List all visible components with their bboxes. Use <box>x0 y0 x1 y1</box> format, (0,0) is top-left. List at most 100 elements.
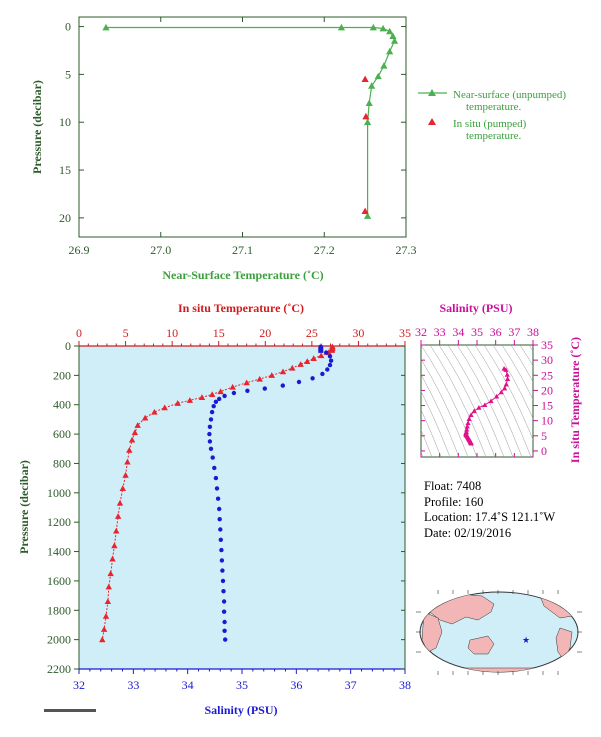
profile-series <box>99 343 336 643</box>
ts-y-axis-title: In situ Temperature (˚C) <box>568 337 582 463</box>
temperature-point <box>111 542 118 549</box>
temperature-point <box>256 375 263 382</box>
temperature-profile-line <box>101 346 333 640</box>
ns-x-tick-label: 27.3 <box>396 243 417 257</box>
temperature-point <box>126 447 133 453</box>
density-contour <box>528 345 533 352</box>
ns-x-tick-label: 27.1 <box>232 243 253 257</box>
temp-tick-label: 15 <box>213 326 225 340</box>
ns-unpumped-point <box>369 23 377 31</box>
profile-axes: 0 5 10 15 20 25 30 35 32 33 34 35 36 37 38 0 200 400 600 80… <box>47 326 411 692</box>
salinity-point <box>222 393 227 399</box>
salinity-point <box>213 399 219 404</box>
salinity-tick-label: 35 <box>236 678 248 692</box>
ns-unpumped-point <box>386 27 394 35</box>
salinity-point <box>214 486 220 491</box>
float-id: Float: 7408 <box>424 479 482 493</box>
density-contour <box>456 345 514 457</box>
temp-tick-label: 25 <box>306 326 318 340</box>
ts-x-tick-label: 34 <box>452 325 464 339</box>
temperature-point <box>141 414 149 421</box>
pressure-tick-label: 1600 <box>47 574 71 588</box>
density-contours <box>421 345 601 497</box>
salinity-point <box>328 358 334 363</box>
near-surface-plot-frame <box>78 16 407 238</box>
ns-unpumped-point <box>379 24 387 32</box>
salinity-tick-label: 33 <box>127 678 139 692</box>
near-surface-axes: 26.9 27.0 27.1 27.2 27.3 0 5 10 15 20 <box>59 17 417 257</box>
temp-tick-label: 35 <box>399 326 411 340</box>
salinity-point <box>207 439 213 444</box>
near-surface-legend: Near-surface (unpumped) temperature. In … <box>418 89 566 142</box>
temperature-point <box>243 379 250 386</box>
salinity-point <box>327 354 333 359</box>
ns-unpumped-point <box>386 47 394 55</box>
salinity-point <box>221 599 227 604</box>
legend-marker-pumped <box>428 118 436 125</box>
ts-point <box>468 412 474 418</box>
location-map: ★ <box>416 590 582 675</box>
pressure-tick-label: 600 <box>53 427 71 441</box>
salinity-point <box>223 637 228 642</box>
temperature-point <box>124 458 131 465</box>
temperature-point <box>105 583 113 590</box>
temperature-point <box>186 397 194 403</box>
salinity-point <box>325 367 330 372</box>
ts-x-axis-title: Salinity (PSU) <box>439 301 512 315</box>
temperature-point <box>304 358 311 364</box>
ns-pumped-point <box>362 112 370 120</box>
salinity-surface-marker <box>318 347 324 353</box>
temp-tick-label: 0 <box>76 326 82 340</box>
salinity-point <box>207 431 212 437</box>
profile-number: Profile: 160 <box>424 494 484 509</box>
ns-unpumped-point <box>365 99 373 106</box>
ns-unpumped-point <box>363 118 372 126</box>
ts-y-tick-label: 5 <box>541 429 547 443</box>
density-contour <box>421 345 478 457</box>
ns-pumped-point <box>361 75 369 83</box>
near-surface-series <box>102 23 399 219</box>
density-contour <box>501 345 533 400</box>
salinity-point <box>220 578 226 584</box>
pressure-tick-label: 1400 <box>47 545 71 559</box>
density-contour <box>592 345 601 497</box>
ns-y-tick-label: 20 <box>59 211 71 225</box>
temperature-point <box>109 555 116 562</box>
temperature-point <box>102 612 110 619</box>
ns-unpumped-point <box>368 82 376 89</box>
map-land-africa <box>421 611 443 653</box>
salinity-point <box>220 568 225 573</box>
ns-unpumped-point <box>390 37 399 44</box>
legend-label-unpumped-line2: temperature. <box>466 101 522 113</box>
temperature-point <box>217 388 224 395</box>
salinity-point <box>213 475 219 481</box>
temperature-point <box>99 636 106 643</box>
temperature-point <box>100 626 108 632</box>
ts-point <box>488 398 494 404</box>
ns-y-tick-label: 15 <box>59 163 71 177</box>
ts-point <box>466 416 472 421</box>
ns-x-tick-label: 27.2 <box>314 243 335 257</box>
map-land-australia <box>467 635 495 655</box>
density-contour <box>421 374 460 457</box>
ts-y-tick-label: 10 <box>541 414 553 428</box>
salinity-point <box>215 496 221 501</box>
ns-y-tick-label: 10 <box>59 115 71 129</box>
density-contour <box>483 345 533 441</box>
timestamp-stamp <box>44 709 96 712</box>
density-contour <box>510 345 533 383</box>
ts-point <box>494 393 500 399</box>
salinity-point <box>217 506 222 512</box>
salinity-point <box>222 619 227 625</box>
profile-date: Date: 02/19/2016 <box>424 525 512 540</box>
ts-x-tick-label: 32 <box>415 325 427 339</box>
pressure-tick-label: 2200 <box>47 662 71 676</box>
temperature-point <box>208 391 216 398</box>
salinity-point <box>221 609 227 614</box>
ts-point <box>468 440 474 446</box>
ts-plot-frame <box>420 344 534 458</box>
ts-x-tick-label: 33 <box>434 325 446 339</box>
salinity-point <box>208 446 214 451</box>
salinity-point <box>217 517 222 522</box>
